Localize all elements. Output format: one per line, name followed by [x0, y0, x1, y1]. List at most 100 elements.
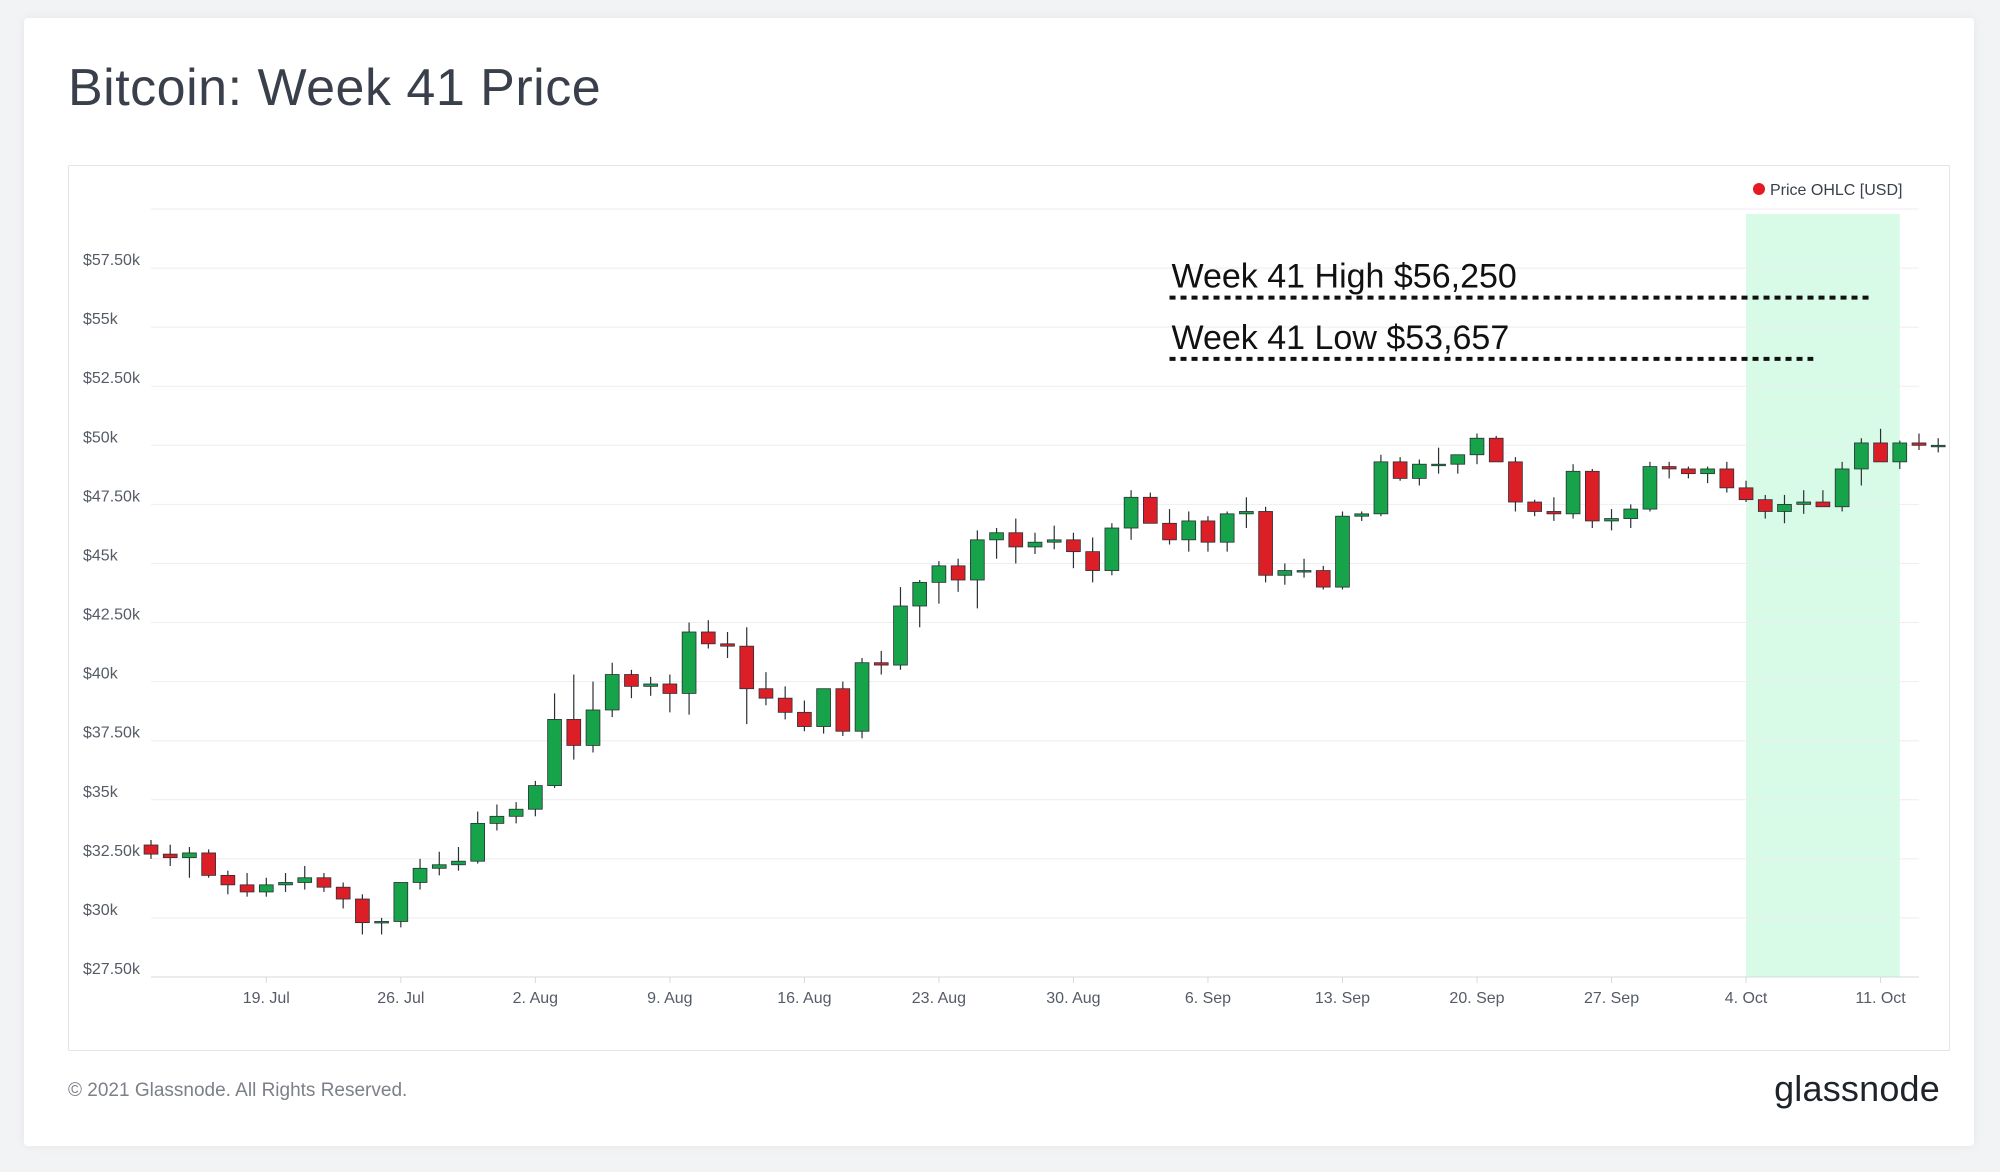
- candle-down: [797, 700, 812, 732]
- candle-body: [854, 662, 870, 732]
- candle-body: [1815, 501, 1831, 508]
- candle-body: [335, 886, 351, 900]
- candle-body: [1546, 511, 1562, 515]
- candle-up: [989, 528, 1004, 559]
- candle-body: [585, 709, 601, 746]
- candle-body: [1681, 468, 1696, 475]
- candle-up: [1604, 509, 1619, 531]
- candle-up: [931, 561, 947, 604]
- candle-down: [1392, 457, 1408, 481]
- candle-body: [1469, 437, 1485, 456]
- candle-body: [1796, 501, 1812, 505]
- glassnode-logo[interactable]: glassnode: [1774, 1068, 1940, 1109]
- y-tick-label: $57.50k: [83, 252, 141, 269]
- candle-down: [335, 882, 351, 909]
- x-tick-label: 23. Aug: [912, 990, 966, 1007]
- candle-up: [1373, 454, 1389, 517]
- candle-up: [431, 851, 447, 876]
- candle-up: [912, 580, 928, 628]
- candle-body: [1008, 532, 1024, 548]
- candle-down: [777, 686, 793, 720]
- candle-down: [316, 873, 332, 892]
- candle-up: [1219, 511, 1235, 552]
- candle-body: [1642, 466, 1658, 510]
- candle-body: [182, 852, 197, 859]
- candle-down: [662, 674, 678, 713]
- candle-up: [816, 688, 831, 734]
- candle-up: [1700, 466, 1715, 484]
- candle-down: [201, 849, 216, 878]
- candle-body: [1258, 511, 1273, 576]
- candle-down: [1661, 461, 1677, 479]
- candle-body: [1930, 444, 1946, 448]
- candle-body: [316, 877, 332, 888]
- y-tick-label: $42.50k: [83, 607, 141, 624]
- candle-down: [1142, 492, 1158, 524]
- candle-body: [258, 884, 274, 893]
- candle-body: [1450, 454, 1466, 465]
- candle-body: [1527, 501, 1542, 512]
- y-tick-label: $32.50k: [83, 843, 141, 860]
- week-low-label: Week 41 Low $53,657: [1172, 319, 1510, 357]
- candle-body: [508, 808, 524, 817]
- candle-body: [451, 860, 466, 866]
- candle-body: [1623, 508, 1639, 519]
- chart-frame: $27.50k $30k $32.50k $35k $37.50k $40k $42.50k…: [68, 165, 1950, 1051]
- candle-body: [547, 719, 562, 786]
- candle-down: [1873, 428, 1888, 463]
- x-tick-label: 4. Oct: [1725, 990, 1768, 1007]
- candle-body: [393, 882, 409, 922]
- candle-down: [873, 650, 889, 675]
- candle-body: [1315, 570, 1331, 588]
- candle-body: [912, 581, 928, 607]
- candle-up: [508, 802, 524, 824]
- candle-body: [1123, 496, 1139, 529]
- candlestick-chart: $27.50k $30k $32.50k $35k $37.50k $40k $42.50k…: [83, 182, 1946, 1007]
- candle-down: [1258, 506, 1273, 583]
- candle-down: [1815, 490, 1831, 508]
- y-tick-label: $55k: [83, 311, 119, 328]
- week-high-label: Week 41 High $56,250: [1172, 258, 1517, 296]
- y-tick-label: $30k: [83, 902, 119, 919]
- candle-up: [1354, 511, 1370, 521]
- y-tick-label: $50k: [83, 429, 119, 446]
- candle-up: [1181, 511, 1197, 552]
- candle-body: [1508, 461, 1523, 503]
- x-tick-label: 6. Sep: [1185, 990, 1231, 1007]
- candle-down: [1546, 497, 1562, 521]
- candle-body: [220, 874, 236, 886]
- x-tick-label: 9. Aug: [647, 990, 692, 1007]
- candle-down: [624, 669, 639, 699]
- x-tick-label: 30. Aug: [1046, 990, 1100, 1007]
- candle-body: [431, 864, 447, 869]
- candle-down: [1085, 537, 1100, 583]
- candle-body: [1046, 539, 1062, 543]
- candle-down: [143, 839, 159, 859]
- candle-body: [1834, 468, 1850, 508]
- candle-up: [854, 657, 870, 739]
- candle-down: [1066, 532, 1081, 569]
- candle-body: [201, 852, 216, 876]
- candle-up: [1796, 490, 1812, 514]
- candle-up: [1027, 532, 1043, 555]
- candle-body: [1219, 513, 1235, 543]
- legend-dot-icon: [1753, 183, 1765, 195]
- candle-up: [585, 681, 601, 753]
- candle-body: [1296, 570, 1312, 573]
- candle-body: [1892, 442, 1908, 463]
- candle-up: [1335, 511, 1350, 590]
- candle-body: [1066, 539, 1081, 553]
- candle-up: [643, 676, 658, 696]
- candle-down: [739, 627, 755, 725]
- candle-down: [355, 894, 370, 935]
- candle-body: [489, 815, 505, 824]
- candle-body: [1335, 515, 1350, 588]
- candle-body: [1661, 466, 1677, 470]
- candle-body: [1488, 437, 1504, 463]
- candle-body: [739, 645, 755, 690]
- candle-down: [1681, 466, 1696, 479]
- candle-down: [162, 844, 178, 866]
- candle-body: [970, 539, 985, 581]
- candle-body: [720, 643, 735, 647]
- candle-body: [143, 844, 159, 855]
